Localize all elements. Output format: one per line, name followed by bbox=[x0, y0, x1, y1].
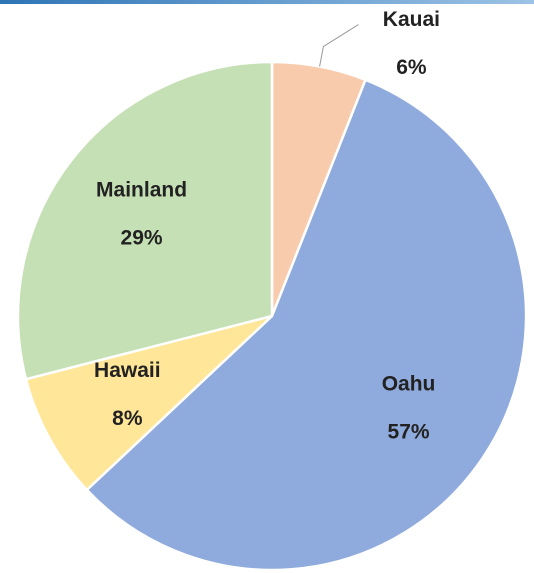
slice-value-label: 57% bbox=[388, 420, 430, 443]
slice-label: Hawaii bbox=[94, 359, 161, 382]
slice-label: Kauai bbox=[383, 8, 440, 31]
slice-value-label: 29% bbox=[121, 226, 163, 249]
slice-value-label: 6% bbox=[396, 56, 427, 79]
slice-label: Mainland bbox=[96, 178, 187, 201]
pie-slice bbox=[24, 314, 273, 492]
slice-label: Oahu bbox=[382, 372, 436, 395]
leader-line bbox=[319, 24, 359, 67]
pie-slice bbox=[85, 78, 528, 572]
slice-value-label: 8% bbox=[112, 407, 143, 430]
pie-slice bbox=[16, 60, 274, 381]
top-bar bbox=[0, 0, 534, 4]
